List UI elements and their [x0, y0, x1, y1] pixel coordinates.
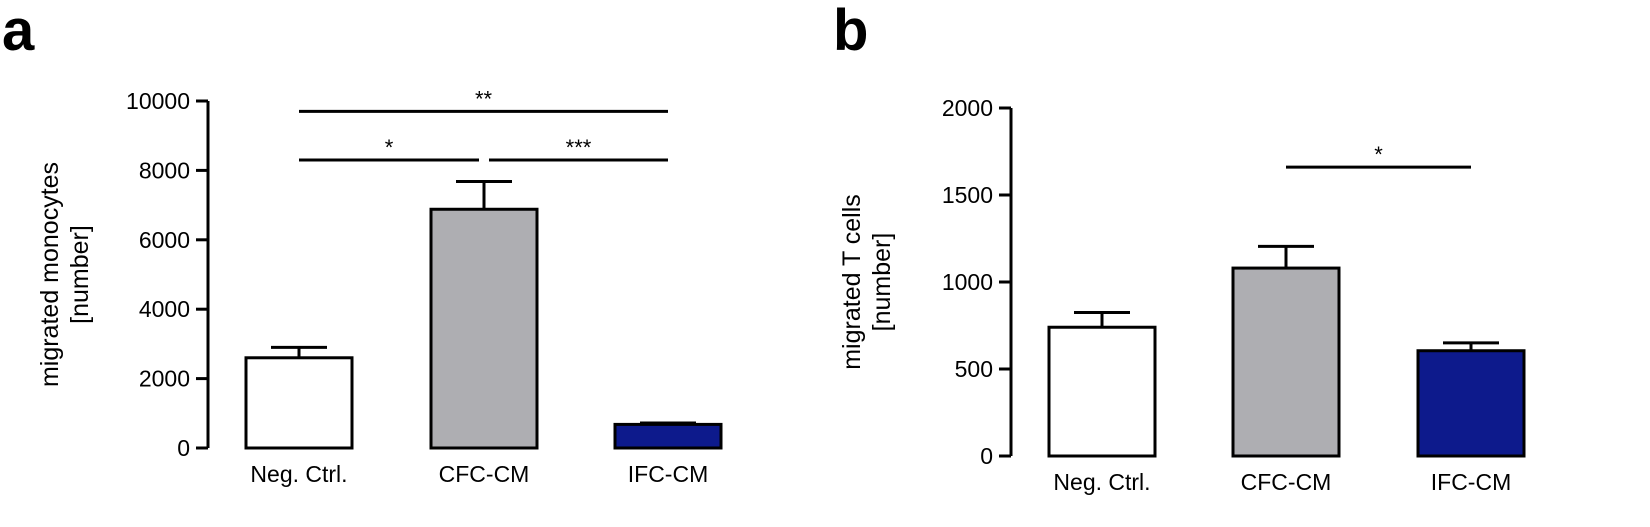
y-axis-title-line: migrated monocytes — [36, 162, 64, 387]
significance-label: * — [385, 135, 394, 160]
y-axis-title: migrated monocytes[number] — [36, 162, 94, 387]
category-label: CFC-CM — [1241, 469, 1332, 495]
category-label: Neg. Ctrl. — [1053, 469, 1150, 495]
panel-b: b 0 500 1000 1500 2000 migrated T cells[number… — [833, 0, 1526, 495]
panel-letter: b — [833, 0, 868, 63]
bar — [1047, 325, 1157, 458]
significance-label: ** — [475, 86, 493, 111]
bar — [613, 422, 723, 450]
bar — [244, 356, 354, 450]
y-tick-label: 6000 — [139, 227, 190, 253]
y-axis-title-line: migrated T cells — [838, 194, 866, 370]
category-label: IFC-CM — [628, 461, 708, 487]
category-label: IFC-CM — [1431, 469, 1511, 495]
y-tick-label: 10000 — [126, 88, 190, 114]
y-tick-label: 500 — [955, 356, 993, 382]
bar — [1416, 349, 1526, 458]
panel-letter: a — [2, 0, 35, 63]
significance-label: * — [1374, 142, 1383, 167]
y-tick-label: 4000 — [139, 296, 190, 322]
y-tick-label: 1000 — [942, 269, 993, 295]
panel-a: a 0 2000 4000 6000 8000 10000 migrated monocyte… — [2, 0, 723, 487]
y-tick-label: 0 — [177, 435, 190, 461]
significance-label: *** — [566, 135, 592, 160]
y-axis-title: migrated T cells[number] — [838, 194, 896, 370]
bar — [429, 207, 539, 450]
bar — [1231, 266, 1341, 458]
y-axis-title-line: [number] — [868, 233, 896, 332]
y-tick-label: 1500 — [942, 182, 993, 208]
y-tick-label: 8000 — [139, 157, 190, 183]
y-tick-label: 2000 — [942, 95, 993, 121]
y-axis-title-line: [number] — [66, 225, 94, 324]
category-label: CFC-CM — [439, 461, 530, 487]
category-label: Neg. Ctrl. — [250, 461, 347, 487]
y-tick-label: 2000 — [139, 366, 190, 392]
y-tick-label: 0 — [980, 443, 993, 469]
